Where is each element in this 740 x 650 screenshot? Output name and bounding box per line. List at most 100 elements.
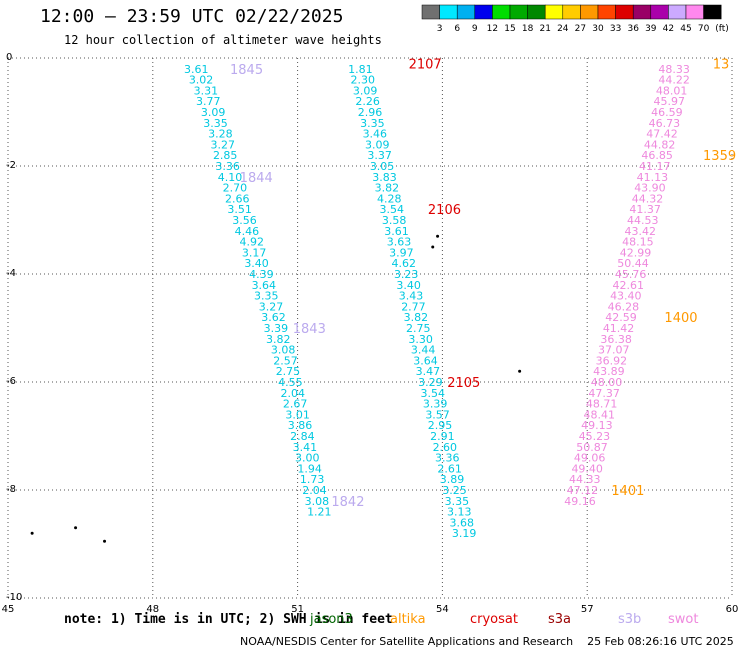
data-point-label: 2.96 [358, 106, 383, 119]
data-point-label: 44.22 [658, 74, 690, 87]
data-point-label: 3.36 [215, 160, 240, 173]
colorbar-tick-label: 36 [627, 24, 639, 34]
colorbar-swatch [597, 4, 616, 20]
legend-item-s3a: s3a [548, 612, 572, 627]
pass-time-label: 1842 [331, 495, 364, 510]
data-point-label: 2.57 [273, 354, 298, 367]
y-tick-label: -4 [6, 268, 16, 279]
data-point-label: 3.27 [211, 138, 236, 151]
data-point-label: 3.09 [365, 138, 390, 151]
data-point-label: 42.61 [612, 279, 644, 292]
colorbar-tick-label: 30 [592, 24, 604, 34]
colorbar-swatch [456, 4, 476, 20]
data-point-label: 2.77 [401, 300, 426, 313]
pass-time-label: 13 [713, 57, 730, 72]
data-point-label: 49.06 [574, 452, 606, 465]
data-point-label: 4.10 [218, 171, 243, 184]
data-point-label: 41.42 [603, 322, 635, 335]
data-point-label: 3.63 [387, 236, 412, 249]
data-point-label: 3.09 [201, 106, 226, 119]
data-point-label: 3.83 [372, 171, 397, 184]
legend-item-swot: swot [668, 612, 699, 627]
data-point-label: 42.59 [605, 311, 637, 324]
data-point-label: 46.73 [649, 117, 681, 130]
data-point-label: 45.76 [615, 268, 647, 281]
data-point-label: 47.42 [646, 128, 678, 141]
x-tick-label: 54 [436, 604, 449, 615]
data-point-label: 2.95 [428, 419, 453, 432]
island-mark [74, 526, 78, 530]
data-point-label: 36.92 [596, 354, 628, 367]
island-mark [103, 539, 107, 543]
colorbar-tick-label: 6 [454, 24, 460, 34]
colorbar-tick-label: 3 [437, 24, 443, 34]
data-point-label: 41.17 [639, 160, 671, 173]
colorbar-swatch [544, 4, 564, 20]
pass-time-label: 1843 [293, 322, 326, 337]
data-point-label: 36.38 [600, 333, 632, 346]
colorbar-tick-label: 15 [504, 24, 515, 34]
y-tick-label: -2 [6, 160, 16, 171]
data-point-label: 3.35 [203, 117, 228, 130]
data-point-label: 3.82 [404, 311, 429, 324]
data-point-label: 45.97 [654, 95, 686, 108]
data-point-label: 42.99 [620, 246, 652, 259]
data-point-label: 3.51 [227, 203, 252, 216]
data-point-label: 49.16 [564, 495, 596, 508]
data-point-label: 2.75 [406, 322, 431, 335]
x-tick-label: 57 [581, 604, 594, 615]
data-point-label: 41.37 [629, 203, 661, 216]
data-point-label: 3.57 [425, 408, 450, 421]
legend-item-altika: altika [390, 612, 426, 627]
data-point-label: 3.44 [411, 344, 436, 357]
colorbar-tick-label: 21 [539, 24, 550, 34]
data-point-label: 3.86 [288, 419, 313, 432]
data-point-label: 3.77 [196, 95, 221, 108]
data-point-label: 48.15 [622, 236, 654, 249]
colorbar-swatch [685, 4, 704, 20]
data-point-label: 2.75 [276, 365, 301, 378]
data-point-label: 37.07 [598, 344, 630, 357]
data-point-label: 2.66 [225, 192, 250, 205]
data-point-label: 48.00 [591, 376, 623, 389]
colorbar-swatch [421, 4, 440, 20]
legend-item-s3b: s3b [618, 612, 642, 627]
data-point-label: 45.23 [579, 430, 611, 443]
colorbar-swatch [668, 4, 687, 20]
data-point-label: 3.00 [295, 452, 320, 465]
colorbar-swatch [492, 4, 511, 20]
data-point-label: 2.84 [290, 430, 315, 443]
data-point-label: 3.35 [445, 495, 470, 508]
data-point-label: 3.47 [416, 365, 441, 378]
data-point-label: 3.39 [423, 398, 448, 411]
data-point-label: 3.31 [194, 84, 219, 97]
x-tick-label: 45 [2, 604, 15, 615]
data-point-label: 48.71 [586, 398, 618, 411]
credit-text: NOAA/NESDIS Center for Satellite Applica… [240, 635, 734, 648]
data-point-label: 3.54 [379, 203, 404, 216]
y-tick-label: -6 [6, 376, 16, 387]
data-point-label: 1.94 [297, 462, 322, 475]
colorbar-unit: (ft) [715, 24, 729, 34]
data-point-label: 2.30 [351, 74, 376, 87]
data-point-label: 2.70 [223, 182, 248, 195]
data-point-label: 3.28 [208, 128, 233, 141]
chart-title: 12:00 — 23:59 UTC 02/22/2025 [40, 6, 344, 27]
data-point-label: 46.28 [608, 300, 640, 313]
data-point-label: 3.36 [435, 452, 460, 465]
data-point-label: 3.05 [370, 160, 395, 173]
data-point-label: 3.13 [447, 506, 472, 519]
data-point-label: 3.58 [382, 214, 407, 227]
data-point-label: 3.61 [184, 63, 209, 76]
colorbar-swatch [562, 4, 581, 20]
colorbar-swatch [703, 4, 722, 20]
x-tick-label: 51 [291, 604, 304, 615]
data-point-label: 3.41 [293, 441, 318, 454]
data-point-label: 50.44 [617, 257, 649, 270]
data-point-label: 44.32 [632, 192, 664, 205]
colorbar-swatch [527, 4, 546, 20]
data-point-label: 49.40 [571, 462, 603, 475]
data-point-label: 3.68 [449, 516, 474, 529]
data-point-label: 3.27 [259, 300, 284, 313]
